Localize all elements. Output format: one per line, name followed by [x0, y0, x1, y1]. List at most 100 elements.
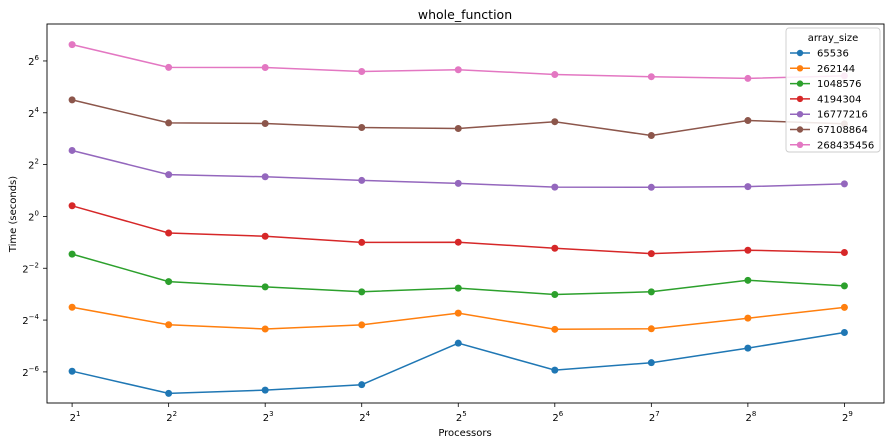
data-point — [647, 250, 655, 258]
data-point — [647, 288, 655, 296]
legend-title: array_size — [808, 33, 859, 44]
data-point — [358, 321, 366, 329]
data-point — [454, 339, 462, 347]
data-point — [454, 179, 462, 187]
data-point — [454, 66, 462, 74]
data-point — [165, 63, 173, 71]
data-point — [551, 183, 559, 191]
y-tick-label: 26 — [28, 54, 39, 68]
data-point — [165, 321, 173, 329]
x-tick-label: 29 — [842, 410, 853, 424]
data-point — [840, 180, 848, 188]
data-point — [165, 171, 173, 179]
series-points — [68, 41, 848, 397]
legend-entry-label: 4194304 — [817, 94, 862, 105]
legend-swatch-marker — [796, 65, 804, 72]
legend-entry-label: 16777216 — [817, 110, 868, 121]
data-point — [165, 229, 173, 237]
y-tick-label: 22 — [28, 158, 39, 172]
data-point — [165, 389, 173, 397]
data-point — [454, 284, 462, 292]
data-point — [647, 132, 655, 140]
data-point — [744, 183, 752, 191]
data-point — [261, 325, 269, 333]
data-point — [744, 117, 752, 125]
data-point — [840, 329, 848, 337]
data-point — [647, 183, 655, 191]
series-line — [71, 205, 845, 255]
data-point — [165, 119, 173, 127]
legend-entry-label: 67108864 — [817, 125, 868, 136]
data-point — [358, 67, 366, 75]
data-point — [744, 246, 752, 254]
plot-frame — [46, 23, 885, 404]
legend-box — [785, 27, 881, 153]
x-tick-label: 23 — [263, 410, 274, 424]
data-point — [551, 366, 559, 374]
x-tick-label: 27 — [649, 410, 660, 424]
data-point — [358, 238, 366, 246]
data-point — [261, 120, 269, 128]
legend-entry-label: 268435456 — [817, 140, 874, 151]
x-tick-label: 28 — [745, 410, 756, 424]
data-point — [68, 202, 76, 210]
y-tick-label: 2−2 — [22, 261, 39, 275]
data-point — [68, 367, 76, 375]
x-tick-label: 24 — [359, 410, 370, 424]
y-tick-label: 24 — [28, 106, 39, 120]
x-tick-label: 25 — [456, 410, 467, 424]
data-point — [68, 146, 76, 154]
legend-entry-label: 262144 — [817, 64, 855, 75]
legend-swatch-marker — [796, 111, 804, 118]
data-point — [840, 303, 848, 311]
legend-swatch-marker — [796, 126, 804, 133]
legend-entry-label: 1048576 — [817, 79, 862, 90]
data-point — [647, 73, 655, 81]
data-point — [647, 359, 655, 367]
data-point — [454, 238, 462, 246]
data-point — [358, 176, 366, 184]
data-point — [840, 282, 848, 290]
data-point — [551, 244, 559, 252]
data-point — [454, 309, 462, 317]
data-point — [261, 232, 269, 240]
data-point — [165, 278, 173, 286]
x-tick-label: 26 — [552, 410, 563, 424]
x-axis-label: Processors — [438, 428, 491, 439]
data-point — [68, 250, 76, 258]
data-point — [744, 276, 752, 284]
data-point — [744, 74, 752, 82]
chart-title: whole_function — [418, 7, 512, 22]
data-point — [744, 344, 752, 352]
x-tick-label: 21 — [70, 410, 81, 424]
data-point — [261, 64, 269, 72]
data-point — [551, 118, 559, 126]
data-point — [358, 288, 366, 296]
y-tick-label: 2−6 — [22, 365, 39, 379]
legend-entry-label: 65536 — [817, 49, 849, 60]
legend: array_size 65536 262144 1048576 4194304 1677… — [785, 27, 881, 153]
data-point — [358, 123, 366, 131]
data-point — [358, 381, 366, 389]
data-point — [261, 283, 269, 291]
axis-ticks: 21 22 23 24 25 26 27 28 29 2−6 2−4 2−2 20 22 24 26 — [22, 54, 853, 424]
legend-swatch-marker — [796, 141, 804, 148]
y-axis-label: Time (seconds) — [8, 176, 19, 253]
data-point — [551, 71, 559, 79]
legend-swatch-marker — [796, 80, 804, 87]
x-tick-label: 22 — [166, 410, 177, 424]
data-point — [68, 41, 76, 49]
data-point — [551, 325, 559, 333]
data-point — [261, 386, 269, 394]
y-tick-label: 20 — [28, 209, 39, 223]
data-point — [68, 303, 76, 311]
data-point — [744, 314, 752, 322]
legend-swatch-marker — [796, 49, 804, 57]
data-point — [454, 125, 462, 133]
legend-swatch-marker — [796, 95, 804, 103]
data-point — [68, 96, 76, 104]
series-line — [71, 43, 845, 80]
data-point — [647, 325, 655, 333]
data-point — [551, 290, 559, 298]
